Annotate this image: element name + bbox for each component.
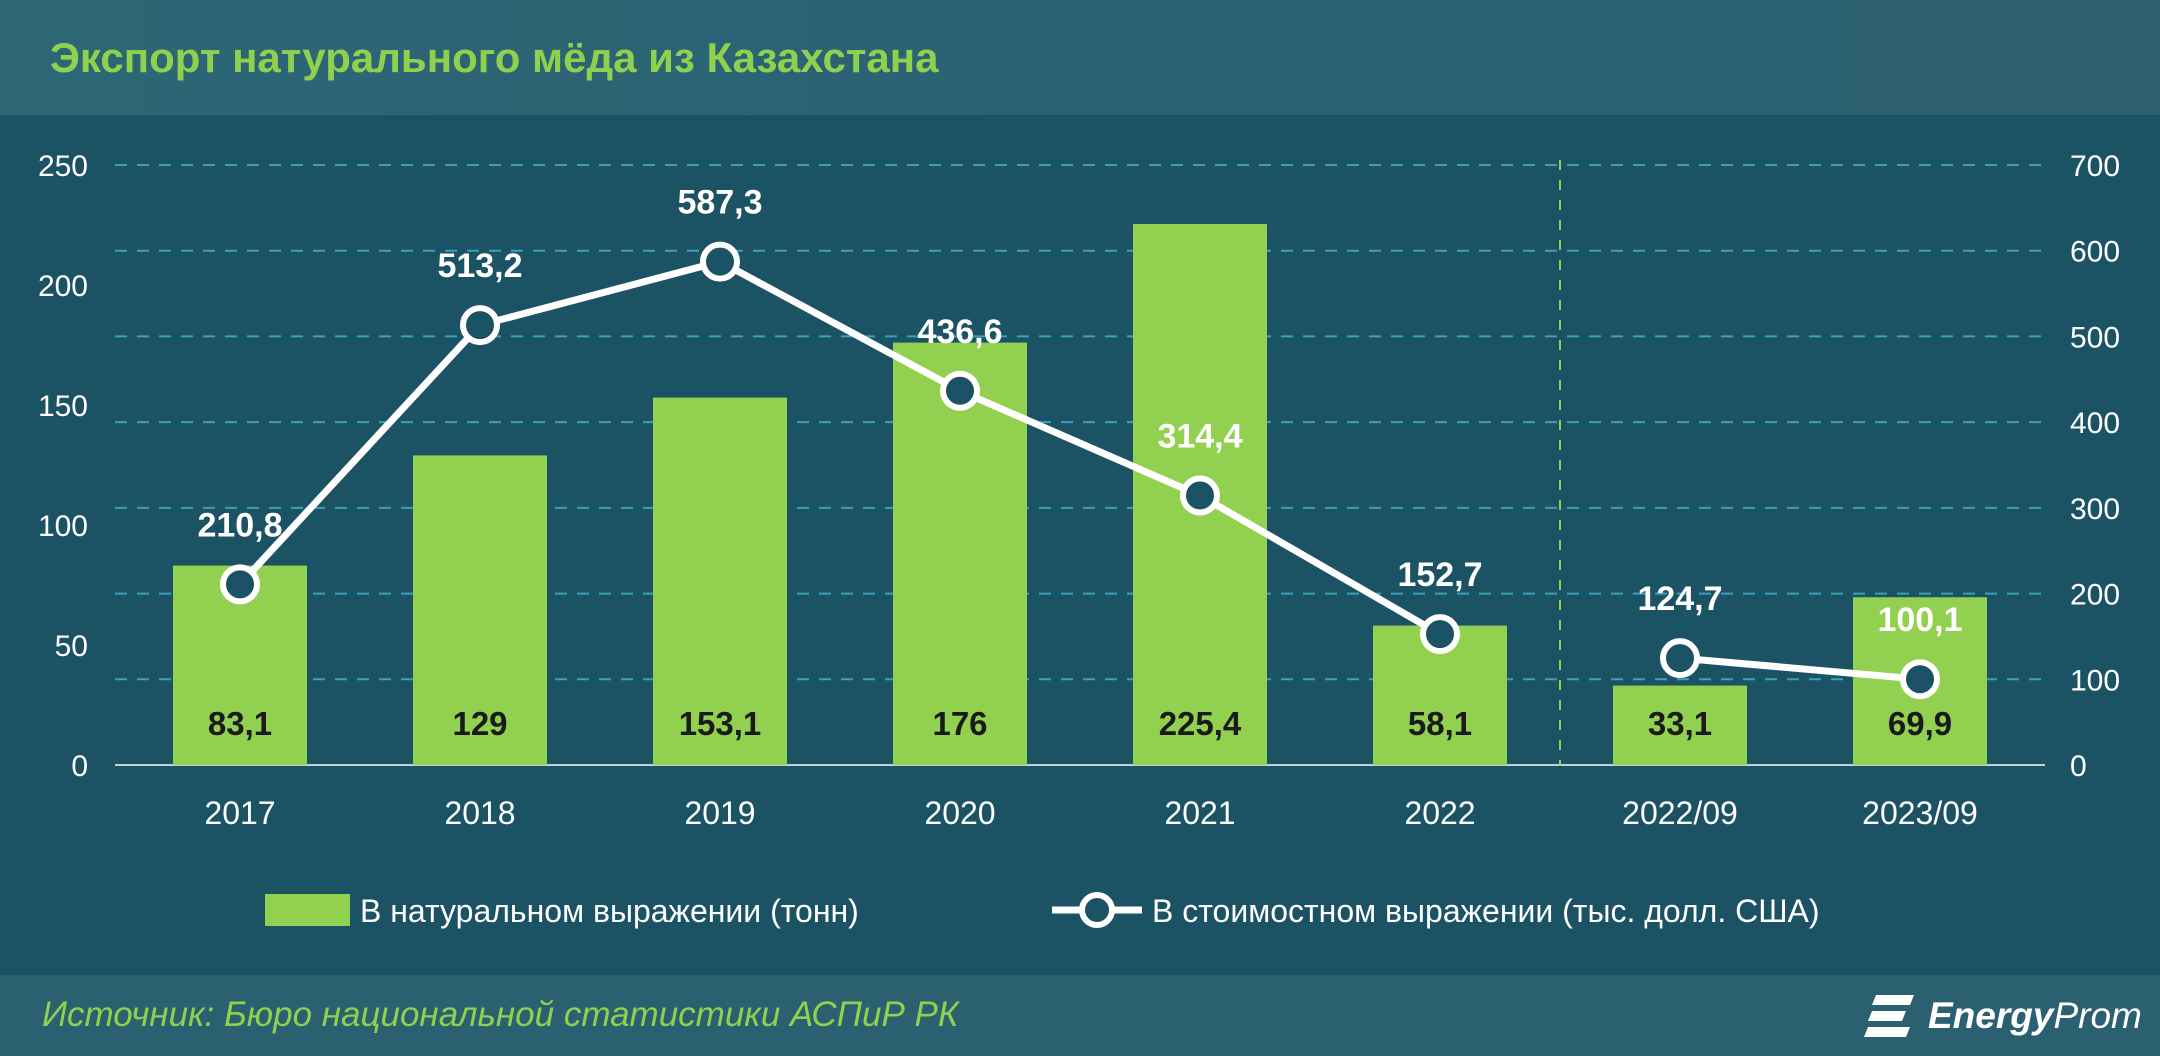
source-note: Источник: Бюро национальной статистики А… <box>42 995 959 1034</box>
value-point-label: 152,7 <box>1397 556 1482 594</box>
y-right-tick-label: 600 <box>2070 236 2120 269</box>
value-point-label: 513,2 <box>437 247 522 285</box>
chart-title: Экспорт натурального мёда из Казахстана <box>50 34 939 81</box>
energyprom-logo: EnergyProm <box>1862 985 2142 1045</box>
y-right-tick-label: 0 <box>2070 750 2087 783</box>
plot-area: 83,1 129 153,1 176 225,4 58,1 33,1 69,9 210,8 513… <box>0 115 2160 975</box>
logo-mark-icon <box>1864 995 1914 1037</box>
value-point <box>700 241 740 282</box>
y-left-tick-label: 200 <box>38 270 88 303</box>
bar-value-label: 58,1 <box>1408 705 1472 742</box>
value-point <box>220 564 260 605</box>
legend-line-marker <box>1079 892 1115 928</box>
bar-value-label: 129 <box>452 705 507 742</box>
value-point <box>940 370 980 411</box>
value-line <box>1679 654 1921 683</box>
value-point-label: 587,3 <box>677 184 762 222</box>
bar-value-label: 33,1 <box>1648 705 1712 742</box>
x-tick-label: 2017 <box>204 795 275 831</box>
bar-value-label: 69,9 <box>1888 705 1952 742</box>
value-point <box>1420 614 1460 655</box>
x-tick-label: 2021 <box>1164 795 1235 831</box>
value-point <box>1660 638 1700 679</box>
y-right-tick-label: 200 <box>2070 579 2120 612</box>
bar-volume <box>653 397 787 765</box>
y-left-tick-label: 50 <box>55 630 88 663</box>
y-right-tick-label: 700 <box>2070 150 2120 183</box>
bar-value-label: 176 <box>932 705 987 742</box>
chart-svg: 83,1 129 153,1 176 225,4 58,1 33,1 69,9 210,8 513… <box>38 150 2120 929</box>
x-tick-label: 2023/09 <box>1862 795 1978 831</box>
legend-bar-label: В натуральном выражении (тонн) <box>360 893 859 929</box>
value-point-label: 124,7 <box>1637 580 1722 618</box>
y-left-tick-label: 250 <box>38 150 88 183</box>
value-point-label: 436,6 <box>917 313 1002 351</box>
value-point <box>1180 475 1220 516</box>
value-point <box>1900 659 1940 700</box>
y-right-tick-label: 300 <box>2070 493 2120 526</box>
footer-band: Источник: Бюро национальной статистики А… <box>0 975 2160 1056</box>
value-point-label: 100,1 <box>1877 601 1962 639</box>
y-right-tick-label: 400 <box>2070 407 2120 440</box>
logo-text-light: Prom <box>2053 995 2142 1036</box>
x-tick-label: 2020 <box>924 795 995 831</box>
logo-text: EnergyProm <box>1928 995 2142 1037</box>
x-tick-label: 2022/09 <box>1622 795 1738 831</box>
y-right-tick-label: 500 <box>2070 321 2120 354</box>
bar-value-label: 83,1 <box>208 705 272 742</box>
header-band: Экспорт натурального мёда из Казахстана <box>0 0 2160 115</box>
value-line <box>237 258 1442 638</box>
bar-value-label: 153,1 <box>679 705 762 742</box>
value-point-label: 210,8 <box>197 506 282 544</box>
logo-text-bold: Energy <box>1928 995 2054 1036</box>
bar-volume <box>1613 685 1747 765</box>
bar-volume <box>413 455 547 765</box>
y-left-tick-label: 150 <box>38 390 88 423</box>
x-tick-label: 2019 <box>684 795 755 831</box>
value-point-label: 314,4 <box>1157 418 1242 456</box>
y-left-tick-label: 100 <box>38 510 88 543</box>
y-left-tick-label: 0 <box>71 750 88 783</box>
legend-line-label: В стоимостном выражении (тыс. долл. США) <box>1152 893 1820 929</box>
x-tick-label: 2022 <box>1404 795 1475 831</box>
x-tick-label: 2018 <box>444 795 515 831</box>
legend-bar-swatch <box>265 894 350 926</box>
value-point <box>460 305 500 346</box>
y-right-tick-label: 100 <box>2070 664 2120 697</box>
bar-value-label: 225,4 <box>1159 705 1242 742</box>
